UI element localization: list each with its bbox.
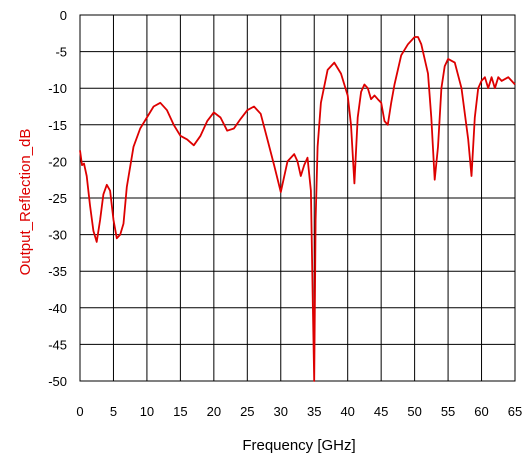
x-tick-label: 65 xyxy=(508,404,522,419)
x-tick-label: 35 xyxy=(307,404,321,419)
y-tick-label: -5 xyxy=(55,45,67,60)
x-tick-label: 15 xyxy=(173,404,187,419)
x-tick-label: 55 xyxy=(441,404,455,419)
y-tick-label: -25 xyxy=(48,191,67,206)
x-tick-label: 45 xyxy=(374,404,388,419)
x-tick-label: 50 xyxy=(407,404,421,419)
y-axis-title: Output_Reflection_dB xyxy=(17,129,34,276)
y-tick-label: -35 xyxy=(48,264,67,279)
x-tick-label: 25 xyxy=(240,404,254,419)
y-tick-label: -40 xyxy=(48,301,67,316)
grid xyxy=(79,14,516,382)
x-tick-label: 60 xyxy=(474,404,488,419)
y-tick-label: -50 xyxy=(48,374,67,389)
y-tick-label: -30 xyxy=(48,228,67,243)
series-line xyxy=(79,36,516,382)
x-axis-title: Frequency [GHz] xyxy=(242,437,355,454)
x-tick-label: 20 xyxy=(207,404,221,419)
x-tick-label: 40 xyxy=(340,404,354,419)
tick-labels: 0 5 10 15 20 25 30 35 40 45 50 55 60 65 0 -5 -10 -15 -20 -2… xyxy=(48,8,522,419)
y-tick-label: -10 xyxy=(48,81,67,96)
x-tick-label: 0 xyxy=(76,404,83,419)
x-tick-label: 5 xyxy=(110,404,117,419)
x-tick-label: 30 xyxy=(274,404,288,419)
y-tick-label: -20 xyxy=(48,154,67,169)
plot-area-frame xyxy=(79,14,516,382)
y-tick-label: -45 xyxy=(48,337,67,352)
y-tick-label: -15 xyxy=(48,118,67,133)
series-layer xyxy=(79,36,516,382)
x-tick-label: 10 xyxy=(140,404,154,419)
y-tick-label: 0 xyxy=(60,8,67,23)
